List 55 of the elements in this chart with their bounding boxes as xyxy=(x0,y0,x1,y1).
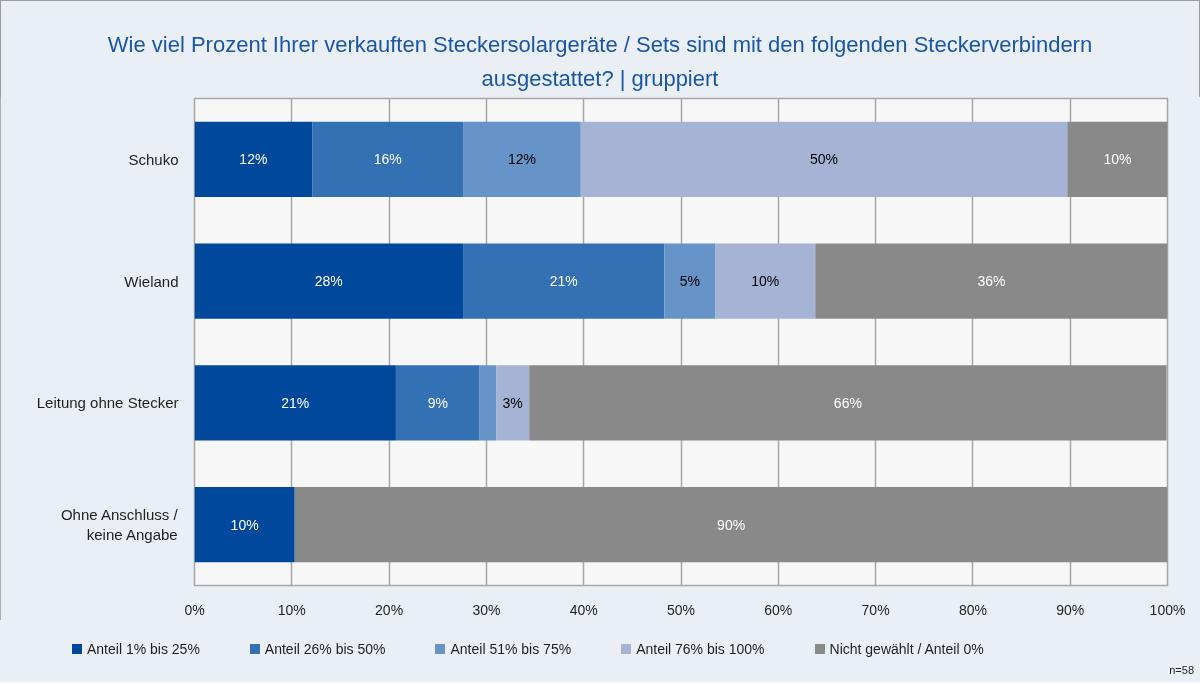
data-label: 21% xyxy=(549,273,578,290)
y-tick-label: Ohne Anschluss / keine Angabe xyxy=(60,505,179,544)
x-tick-label: 100% xyxy=(1149,601,1186,618)
bar xyxy=(194,486,295,563)
data-label: 12% xyxy=(507,151,536,168)
y-tick-label: Leitung ohne Stecker xyxy=(36,394,179,412)
bar xyxy=(1067,121,1168,198)
data-label: 50% xyxy=(810,151,839,168)
x-tick-label: 10% xyxy=(277,601,306,618)
bar xyxy=(815,243,1168,319)
x-tick-label: 0% xyxy=(184,601,205,618)
bar xyxy=(463,121,581,198)
bar xyxy=(294,486,1168,563)
legend-label: Anteil 51% bis 75% xyxy=(449,640,572,659)
bar xyxy=(194,121,313,198)
x-tick-label: 50% xyxy=(666,601,696,618)
bar xyxy=(395,365,480,441)
data-label: 28% xyxy=(314,273,343,290)
chart-title: Wie viel Prozent Ihrer verkauften Steckersolargeräte / Sets sind mit den folgenden Steckerverbindern ausgestattet? | gruppiert xyxy=(106,31,1094,93)
bar xyxy=(463,243,665,319)
data-label: 16% xyxy=(373,151,402,168)
x-tick-label: 20% xyxy=(375,601,404,618)
bar xyxy=(194,243,464,319)
data-label: 3% xyxy=(502,394,523,411)
x-tick-label: 30% xyxy=(472,601,501,618)
bar xyxy=(715,243,816,319)
data-label: 21% xyxy=(281,394,310,411)
data-label: 90% xyxy=(717,516,746,533)
data-label: 66% xyxy=(833,394,862,411)
bar xyxy=(664,243,716,319)
data-label: 5% xyxy=(679,273,700,290)
text: n=58 xyxy=(1169,663,1194,679)
x-tick-label: 40% xyxy=(569,601,598,618)
bar xyxy=(479,365,497,441)
legend-label: Anteil 26% bis 50% xyxy=(263,640,386,659)
x-tick-label: 60% xyxy=(764,601,793,618)
data-label: 36% xyxy=(977,273,1006,290)
bar xyxy=(194,365,396,441)
data-label: 10% xyxy=(751,273,780,290)
y-tick-label: Wieland xyxy=(124,272,179,290)
data-label: 9% xyxy=(427,394,448,411)
legend-label: Anteil 1% bis 25% xyxy=(86,640,200,659)
legend-label: Anteil 76% bis 100% xyxy=(635,640,765,659)
bar xyxy=(496,365,530,441)
x-tick-label: 70% xyxy=(861,601,890,618)
bar xyxy=(312,121,464,198)
x-tick-label: 80% xyxy=(958,601,987,618)
data-label: 12% xyxy=(239,151,268,168)
data-label: 10% xyxy=(230,516,259,533)
x-tick-label: 90% xyxy=(1056,601,1085,618)
data-label: 10% xyxy=(1103,151,1132,168)
y-tick-label: Schuko xyxy=(128,150,179,168)
bar xyxy=(580,121,1068,198)
bar xyxy=(529,365,1167,441)
legend-label: Nicht gewählt / Anteil 0% xyxy=(828,640,984,659)
